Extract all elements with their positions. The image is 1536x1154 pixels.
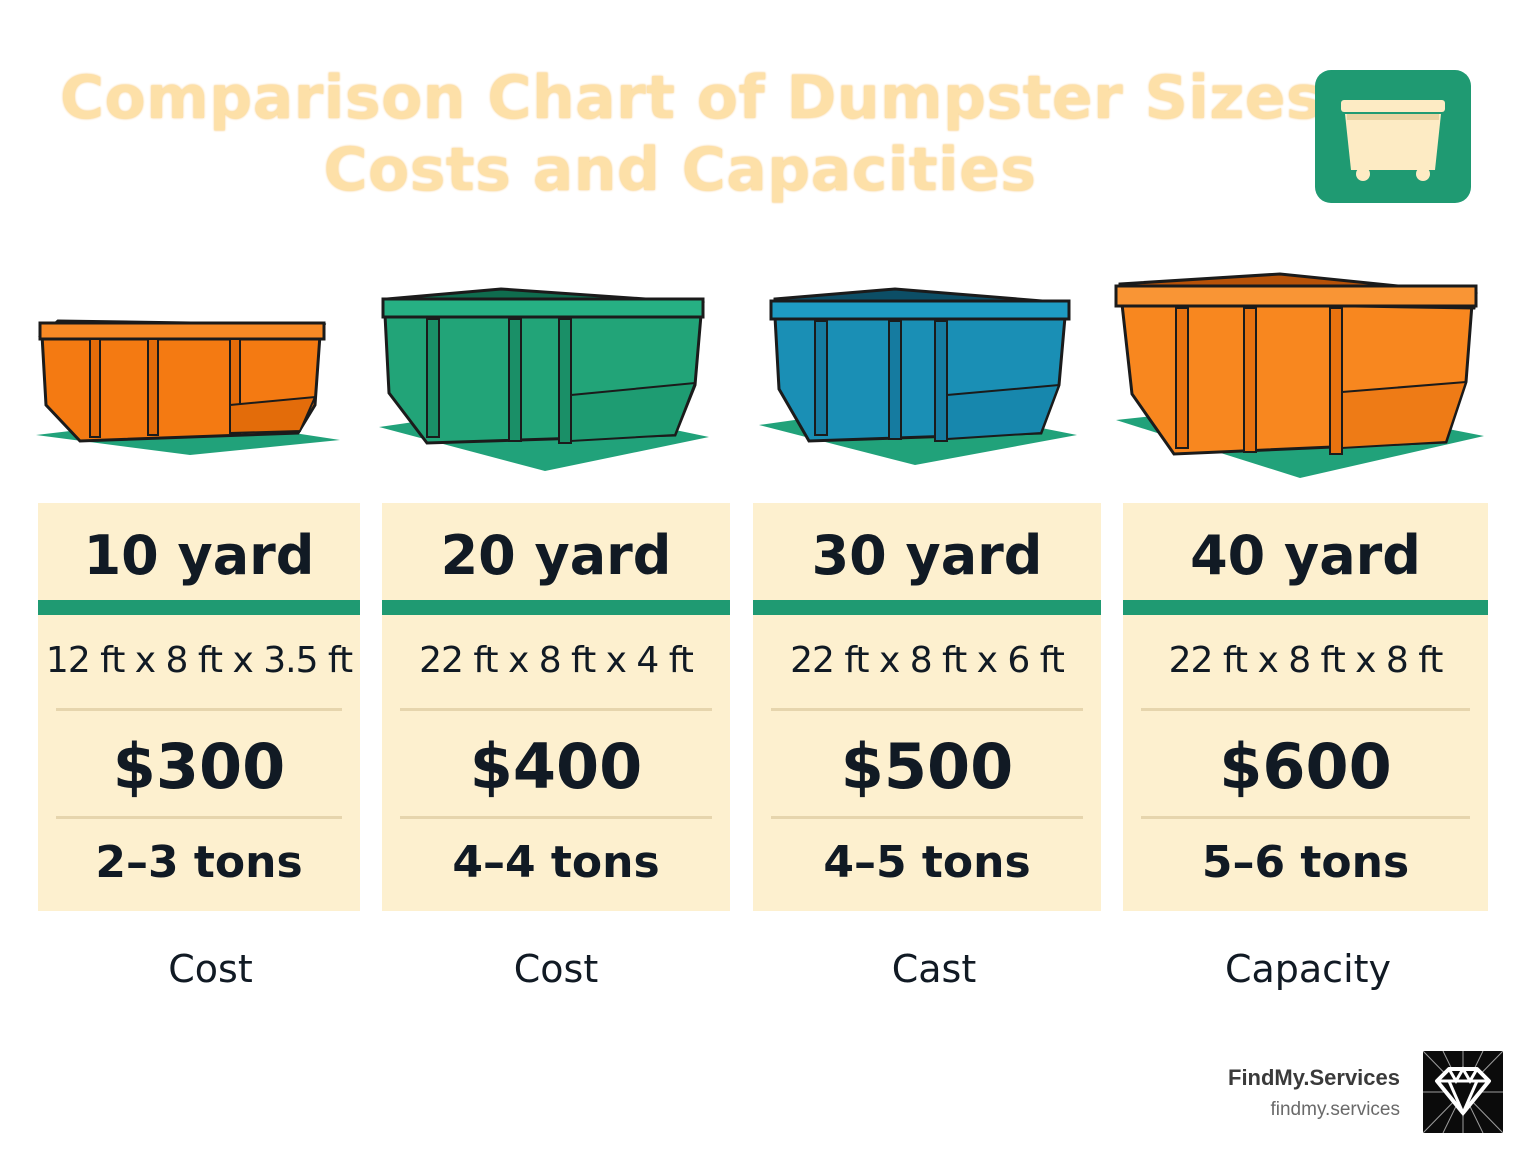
dumpster-20-yard-illustration <box>379 287 709 471</box>
diamond-logo-icon <box>1422 1050 1504 1134</box>
card-dimensions: 12 ft x 8 ft x 3.5 ft <box>45 640 353 681</box>
card-tonnage: 5–6 tons <box>1201 837 1410 888</box>
card-accent-band <box>753 600 1101 615</box>
card-dimensions: 22 ft x 8 ft x 4 ft <box>419 640 694 681</box>
dumpster-card-40-yard: 40 yard 22 ft x 8 ft x 8 ft $600 5–6 ton… <box>1123 503 1488 911</box>
card-tonnage: 4–5 tons <box>823 837 1031 888</box>
brand-name: FindMy.Services <box>1228 1065 1400 1090</box>
divider <box>56 708 342 711</box>
dumpster-30-yard-illustration <box>759 287 1077 465</box>
brand-url: findmy.services <box>1270 1099 1400 1120</box>
card-accent-band <box>382 600 730 615</box>
divider <box>56 816 342 819</box>
caption-30-yard: Cast <box>891 947 977 991</box>
card-tonnage: 2–3 tons <box>95 837 303 888</box>
card-accent-band <box>1123 600 1488 615</box>
page-title: Comparison Chart of Dumpster Sizes, Cost… <box>60 62 1346 206</box>
card-accent-band <box>38 600 360 615</box>
divider <box>400 816 712 819</box>
dumpster-10-yard-illustration <box>36 319 340 455</box>
caption-40-yard: Capacity <box>1224 947 1392 991</box>
card-tonnage: 4–4 tons <box>452 837 660 888</box>
card-size-label: 30 yard <box>811 524 1043 587</box>
dumpster-40-yard-illustration <box>1114 272 1484 478</box>
card-dimensions: 22 ft x 8 ft x 6 ft <box>790 640 1065 681</box>
card-dimensions: 22 ft x 8 ft x 8 ft <box>1168 640 1444 681</box>
card-price: $600 <box>1219 730 1392 803</box>
caption-10-yard: Cost <box>168 947 253 991</box>
divider <box>400 708 712 711</box>
caption-20-yard: Cost <box>513 947 599 991</box>
divider <box>771 708 1083 711</box>
dumpster-icon <box>1315 70 1471 203</box>
card-price: $400 <box>469 730 643 803</box>
card-price: $300 <box>112 730 286 803</box>
card-price: $500 <box>840 730 1014 803</box>
card-size-label: 40 yard <box>1190 524 1421 587</box>
title-line-1: Comparison Chart of Dumpster Sizes, <box>60 63 1346 133</box>
divider <box>771 816 1083 819</box>
card-size-label: 20 yard <box>440 524 672 587</box>
dumpster-card-20-yard: 20 yard 22 ft x 8 ft x 4 ft $400 4–4 ton… <box>382 503 730 911</box>
card-size-label: 10 yard <box>83 524 315 587</box>
divider <box>1141 816 1470 819</box>
divider <box>1141 708 1470 711</box>
title-line-2: Costs and Capacities <box>323 135 1037 205</box>
dumpster-card-10-yard: 10 yard 12 ft x 8 ft x 3.5 ft $300 2–3 t… <box>38 503 360 911</box>
dumpster-card-30-yard: 30 yard 22 ft x 8 ft x 6 ft $500 4–5 ton… <box>753 503 1101 911</box>
